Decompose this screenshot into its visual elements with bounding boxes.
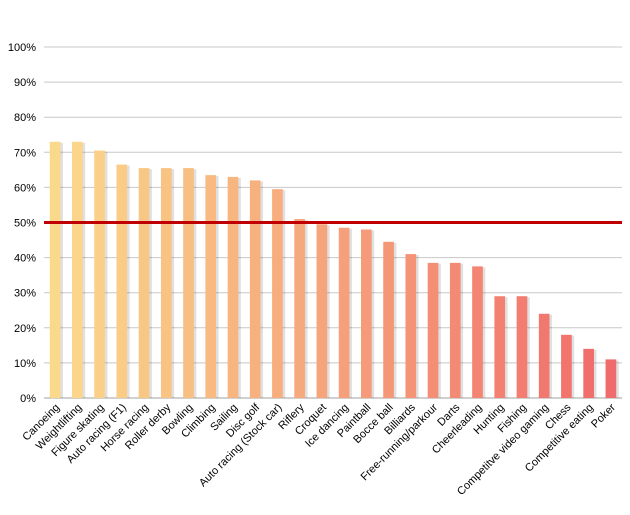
y-tick-label: 0%	[20, 393, 36, 405]
bar	[383, 241, 394, 398]
bar	[227, 176, 239, 398]
bar	[583, 348, 594, 398]
bar	[405, 254, 417, 398]
bar	[294, 218, 305, 398]
bar	[449, 262, 461, 398]
bar	[494, 296, 506, 398]
bars	[49, 141, 619, 398]
y-tick-label: 50%	[14, 218, 36, 230]
bar	[516, 296, 528, 398]
bar	[605, 359, 617, 398]
y-tick-label: 70%	[14, 147, 36, 159]
y-tick-label: 60%	[14, 182, 36, 194]
bar	[538, 313, 550, 398]
bar	[183, 168, 194, 398]
y-tick-label: 100%	[8, 42, 36, 54]
bar	[561, 334, 572, 398]
bar	[160, 168, 172, 398]
y-tick-label: 90%	[14, 77, 36, 89]
bar	[94, 150, 105, 398]
bar	[472, 266, 483, 398]
x-tick-label: Poker	[589, 401, 618, 430]
y-tick-label: 40%	[14, 253, 36, 265]
bar	[72, 141, 83, 398]
y-tick-label: 20%	[14, 323, 36, 335]
y-axis-ticks: 0% 10% 20% 30% 40% 50% 60% 70% 80% 90% 100%	[8, 42, 36, 405]
bar	[138, 168, 150, 398]
bar	[427, 262, 439, 398]
bar	[116, 164, 128, 398]
bar	[205, 175, 217, 398]
bar	[272, 189, 283, 398]
bar	[49, 141, 61, 398]
bar	[338, 227, 350, 398]
bar	[316, 224, 328, 398]
bar	[249, 180, 261, 398]
y-tick-label: 10%	[14, 358, 36, 370]
y-tick-label: 80%	[14, 112, 36, 124]
bar	[361, 229, 372, 398]
y-tick-label: 30%	[14, 288, 36, 300]
